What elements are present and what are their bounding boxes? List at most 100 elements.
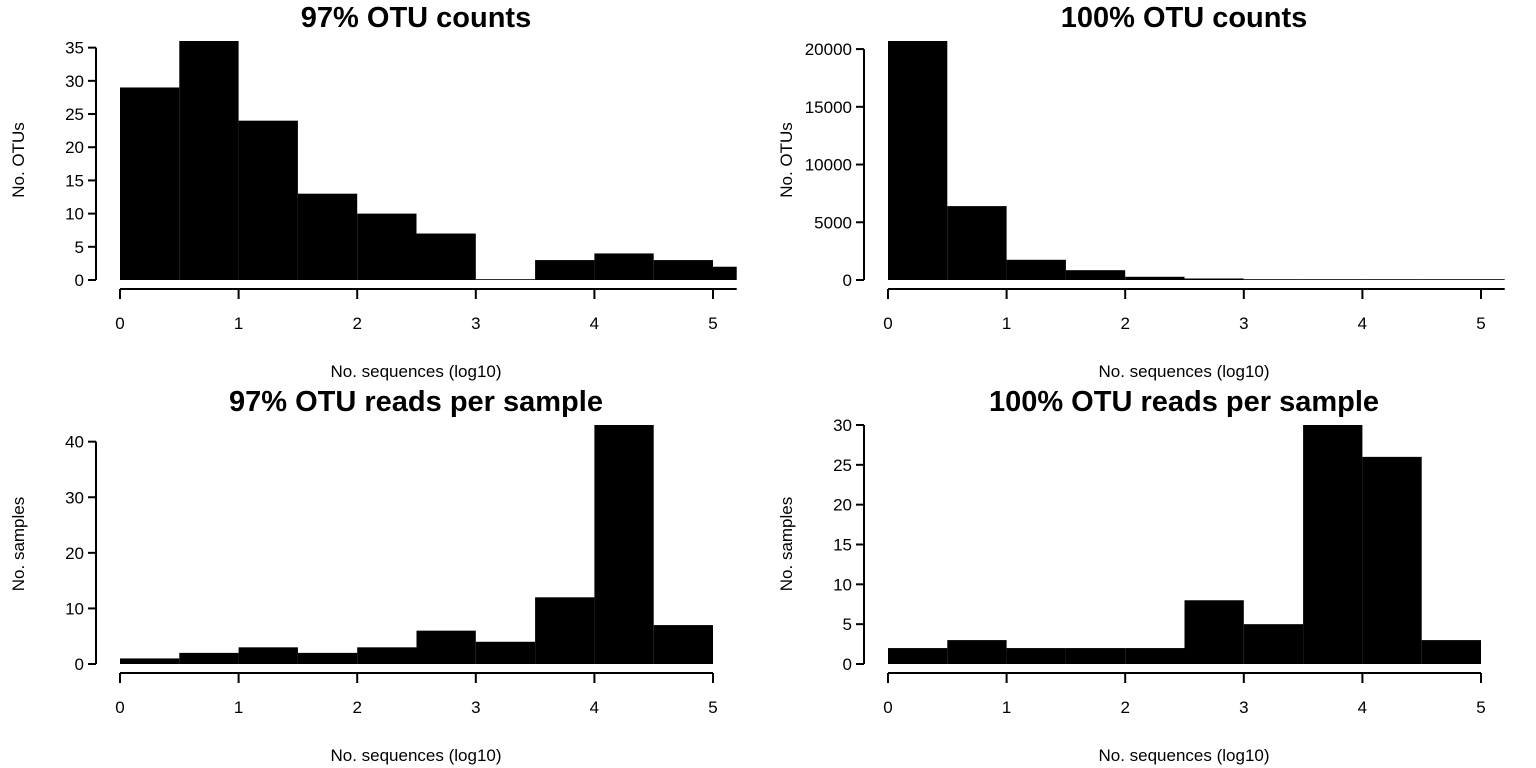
y-tick-label: 15: [65, 171, 84, 190]
y-tick-label: 30: [65, 488, 84, 507]
histogram-bar: [238, 120, 298, 280]
y-tick-label: 10000: [805, 156, 852, 175]
histogram-bar: [594, 253, 654, 280]
x-tick-label: 2: [352, 314, 361, 333]
y-tick-label: 20: [65, 544, 84, 563]
x-tick-label: 2: [352, 698, 361, 717]
histogram-bar: [713, 266, 737, 280]
y-axis-label: No. OTUs: [777, 122, 796, 198]
histogram-bar: [947, 640, 1007, 664]
histogram-bar: [1184, 278, 1244, 280]
y-tick-label: 20: [65, 138, 84, 157]
x-axis: 0 1 2 3 4 5: [883, 288, 1505, 333]
bars: [888, 425, 1481, 664]
panel-97-otu-reads-per-sample: 97% OTU reads per sample No. samples No.…: [9, 386, 718, 765]
x-tick-label: 1: [1002, 314, 1011, 333]
y-axis-label: No. samples: [9, 497, 28, 591]
y-tick-label: 35: [65, 39, 84, 58]
histogram-bar: [888, 648, 948, 664]
chart-title: 97% OTU reads per sample: [229, 386, 603, 418]
x-tick-label: 2: [1120, 314, 1129, 333]
chart-title: 100% OTU counts: [1061, 2, 1308, 34]
histogram-bar: [1421, 640, 1481, 664]
histogram-bar: [535, 260, 595, 280]
y-axis: 0 5000 10000 15000 20000: [805, 40, 865, 290]
histogram-bar: [416, 630, 476, 664]
histogram-bar: [357, 647, 417, 664]
y-tick-label: 30: [65, 72, 84, 91]
histogram-bar: [297, 193, 358, 280]
y-axis: 0 5 10 15 20 25 30 35: [65, 39, 97, 290]
y-axis: 0 10 20 30 40: [65, 433, 97, 674]
x-tick-label: 1: [1002, 698, 1011, 717]
x-tick-label: 0: [883, 698, 892, 717]
y-tick-label: 10: [833, 575, 852, 594]
x-tick-label: 4: [590, 314, 599, 333]
histogram-bar: [1303, 279, 1363, 280]
bars: [120, 41, 737, 280]
y-tick-label: 15: [833, 536, 852, 555]
x-axis: 0 1 2 3 4 5: [115, 288, 737, 333]
x-tick-label: 5: [708, 698, 717, 717]
y-tick-label: 0: [75, 271, 84, 290]
histogram-bar: [1303, 425, 1363, 664]
histogram-bar: [1065, 270, 1126, 280]
x-tick-label: 4: [1358, 314, 1367, 333]
histogram-bar: [1125, 276, 1185, 280]
x-tick-label: 3: [471, 314, 480, 333]
histogram-bar: [357, 213, 417, 280]
y-tick-label: 10: [65, 205, 84, 224]
x-axis-label: No. sequences (log10): [1098, 362, 1269, 381]
x-axis: 0 1 2 3 4 5: [883, 672, 1486, 717]
y-axis-label: No. samples: [777, 497, 796, 591]
chart-title: 100% OTU reads per sample: [989, 386, 1379, 418]
histogram-bar: [1065, 648, 1126, 664]
histogram-bar: [947, 206, 1007, 280]
x-tick-label: 1: [234, 314, 243, 333]
x-tick-label: 5: [1476, 698, 1485, 717]
y-axis: 0 5 10 15 20 25 30: [833, 416, 865, 674]
bars: [120, 425, 713, 664]
y-tick-label: 20: [833, 496, 852, 515]
x-tick-label: 3: [1239, 314, 1248, 333]
x-tick-label: 5: [1476, 314, 1485, 333]
x-axis-label: No. sequences (log10): [330, 746, 501, 765]
histogram-bar: [1243, 624, 1304, 664]
histogram-bar: [179, 41, 239, 280]
chart-title: 97% OTU counts: [301, 2, 531, 34]
x-axis: 0 1 2 3 4 5: [115, 672, 718, 717]
histogram-bar: [475, 641, 536, 664]
y-tick-label: 5000: [814, 213, 852, 232]
histogram-bar: [1362, 279, 1422, 280]
x-tick-label: 4: [1358, 698, 1367, 717]
histogram-bar: [1243, 279, 1304, 280]
x-tick-label: 3: [1239, 698, 1248, 717]
histogram-bar: [179, 652, 239, 664]
x-tick-label: 1: [234, 698, 243, 717]
histogram-bar: [1125, 648, 1185, 664]
histogram-bar: [653, 260, 713, 280]
panel-100-otu-reads-per-sample: 100% OTU reads per sample No. samples No…: [777, 386, 1486, 765]
histogram-bar: [238, 647, 298, 664]
y-tick-label: 20000: [805, 40, 852, 59]
histogram-bar: [120, 658, 180, 664]
x-tick-label: 5: [708, 314, 717, 333]
histogram-bar: [594, 425, 654, 664]
panel-97-otu-counts: 97% OTU counts No. OTUs No. sequences (l…: [9, 2, 737, 381]
x-tick-label: 4: [590, 698, 599, 717]
y-tick-label: 15000: [805, 98, 852, 117]
y-tick-label: 25: [833, 456, 852, 475]
histogram-bar: [416, 233, 476, 280]
x-tick-label: 0: [883, 314, 892, 333]
x-tick-label: 0: [115, 698, 124, 717]
histogram-bar: [535, 597, 595, 664]
x-tick-label: 0: [115, 314, 124, 333]
histogram-bar: [297, 652, 358, 664]
y-tick-label: 5: [843, 615, 852, 634]
bars: [888, 41, 1505, 280]
histogram-bar: [475, 279, 536, 280]
x-tick-label: 2: [1120, 698, 1129, 717]
x-tick-label: 3: [471, 698, 480, 717]
y-tick-label: 30: [833, 416, 852, 435]
